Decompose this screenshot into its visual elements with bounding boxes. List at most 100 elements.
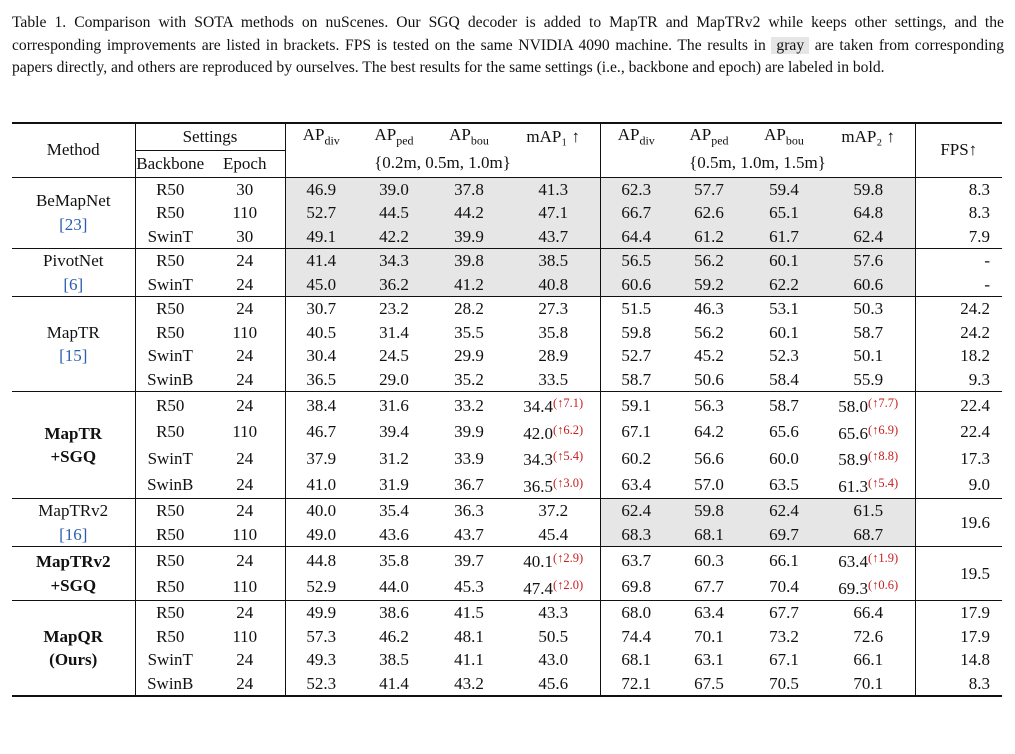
metric-value: 27.3 [538, 299, 569, 318]
metric-value: 63.4 [621, 475, 652, 494]
method-cell: PivotNet [6] [12, 248, 136, 297]
metric-value: 67.1 [621, 422, 652, 441]
metric-value: 43.2 [454, 673, 484, 693]
metric-value: 56.5 [621, 251, 652, 270]
metric-value: 52.3 [769, 346, 799, 365]
metric-value: 50.6 [694, 369, 724, 389]
metric-value: 36.7 [454, 475, 484, 494]
metric-value: 45.3 [454, 577, 484, 596]
value-cell: 40.5 [285, 321, 357, 345]
metric-value: 38.5 [379, 650, 409, 669]
method-cell: MapTR [15] [12, 296, 136, 392]
metric-value: 51.5 [621, 299, 652, 318]
metric-value: 65.6 [769, 422, 799, 441]
metric-value: 40.0 [306, 501, 337, 520]
value-cell: 67.1 [600, 419, 672, 446]
value-cell: 40.8 [507, 272, 601, 297]
metric-value: 52.9 [306, 577, 337, 596]
table-row: MapTRv2 [16] R50 24 40.0 35.4 36.3 37.2 62.4 59.8… [12, 498, 1002, 547]
value-cell: 39.9 [431, 224, 507, 249]
value-cell: 36.3 [431, 498, 507, 523]
fps-cell: 17.9 [915, 600, 1002, 625]
metric-value: 63.4 [838, 552, 869, 571]
method-citation: [6] [63, 274, 84, 294]
fps-cell: 17.9 [960, 626, 990, 646]
method-name: MapTRv2 [35, 552, 111, 571]
metric-value: 46.7 [306, 422, 337, 441]
method-name: MapTR [44, 423, 103, 443]
value-cell: 46.7 [285, 419, 357, 446]
value-cell: 62.4 [822, 224, 916, 249]
metric-value: 62.4 [853, 226, 884, 246]
value-cell: 43.2 [431, 671, 507, 697]
metric-value: 33.5 [538, 369, 569, 389]
value-cell: 35.4 [357, 498, 431, 523]
backbone-cell: R50 [135, 391, 205, 419]
metric-value: 60.0 [769, 448, 799, 468]
value-cell: 43.3 [507, 600, 601, 625]
backbone-cell: SwinT [147, 274, 193, 294]
metric-value: 33.2 [454, 395, 484, 415]
value-cell: 42.0(↑6.2) [507, 418, 601, 445]
metric-value: 61.7 [769, 226, 799, 246]
value-cell: 46.3 [672, 296, 746, 321]
metric-value: 66.7 [621, 203, 652, 222]
value-cell: 52.3 [746, 344, 822, 368]
metric-value: 52.7 [306, 203, 337, 222]
metric-value: 38.6 [379, 603, 409, 622]
value-cell: 47.1 [507, 201, 601, 225]
table-row: BeMapNet [23] R50 30 46.9 39.0 37.8 41.3 62.3 57.… [12, 176, 1002, 249]
method-name: BeMapNet [35, 191, 111, 211]
metric-value: 56.2 [694, 322, 724, 342]
epoch-cell: 30 [205, 224, 286, 249]
improvement-delta: (↑6.2) [553, 422, 584, 437]
value-cell: 59.4 [746, 176, 822, 201]
improvement-delta: (↑0.6) [868, 577, 899, 592]
value-cell: 62.6 [672, 201, 746, 225]
value-cell: 72.6 [822, 624, 916, 648]
header-epoch: Epoch [205, 150, 286, 178]
metric-value: 39.4 [379, 422, 409, 441]
table-body: BeMapNet [23] R50 30 46.9 39.0 37.8 41.3 62.3 57.… [12, 176, 1002, 697]
metric-value: 36.3 [454, 501, 484, 520]
method-suffix: +SGQ [50, 447, 97, 466]
value-cell: 67.7 [672, 574, 746, 601]
table-row: MapTR [15] R50 24 30.7 23.2 28.2 27.3 51.5 46.3 53… [12, 296, 1002, 392]
epoch-cell: 110 [205, 522, 286, 547]
fps-cell: 24.2 [960, 322, 990, 342]
caption-gray-word: gray [771, 36, 810, 54]
value-cell: 40.0 [285, 498, 357, 523]
metric-value: 44.8 [306, 550, 337, 570]
value-cell: 52.9 [285, 574, 357, 601]
value-cell: 60.6 [600, 272, 672, 297]
value-cell: 59.2 [672, 272, 746, 297]
value-cell: 23.2 [357, 296, 431, 321]
value-cell: 49.1 [285, 224, 357, 249]
metric-value: 28.9 [538, 346, 569, 365]
table-row: SwinT 30 49.1 42.2 39.9 43.7 64.4 61.2 61.7 62.4 7… [12, 224, 1002, 249]
value-cell: 57.3 [285, 625, 357, 649]
metric-value: 43.7 [454, 524, 484, 544]
table-row: R50 110 40.5 31.4 35.5 35.8 59.8 56.2 60.1 58.7 24… [12, 320, 1002, 345]
metric-value: 58.9 [838, 450, 869, 469]
epoch-cell: 24 [205, 671, 286, 697]
metric-value: 58.7 [853, 322, 884, 342]
value-cell: 44.8 [285, 546, 357, 574]
value-cell: 59.8 [672, 498, 746, 523]
metric-value: 58.7 [769, 395, 799, 415]
value-cell: 31.9 [357, 472, 431, 499]
table-row: MapTRv2 +SGQ R50 24 44.8 35.8 39.7 40.1(↑2.9) 63… [12, 546, 1002, 601]
value-cell: 29.0 [357, 368, 431, 392]
value-cell: 39.8 [431, 248, 507, 273]
value-cell: 36.2 [357, 272, 431, 297]
metric-value: 37.9 [306, 448, 337, 468]
method-name: PivotNet [43, 251, 104, 270]
metric-value: 28.2 [454, 299, 484, 318]
improvement-delta: (↑3.0) [553, 475, 584, 490]
metric-value: 46.3 [694, 299, 724, 318]
metric-value: 62.6 [694, 203, 724, 222]
metric-value: 47.1 [538, 203, 569, 222]
value-cell: 63.4(↑1.9) [822, 546, 916, 574]
value-cell: 50.5 [507, 624, 601, 648]
table-row: SwinT 24 49.3 38.5 41.1 43.0 68.1 63.1 67.1 66.1 1… [12, 648, 1002, 672]
